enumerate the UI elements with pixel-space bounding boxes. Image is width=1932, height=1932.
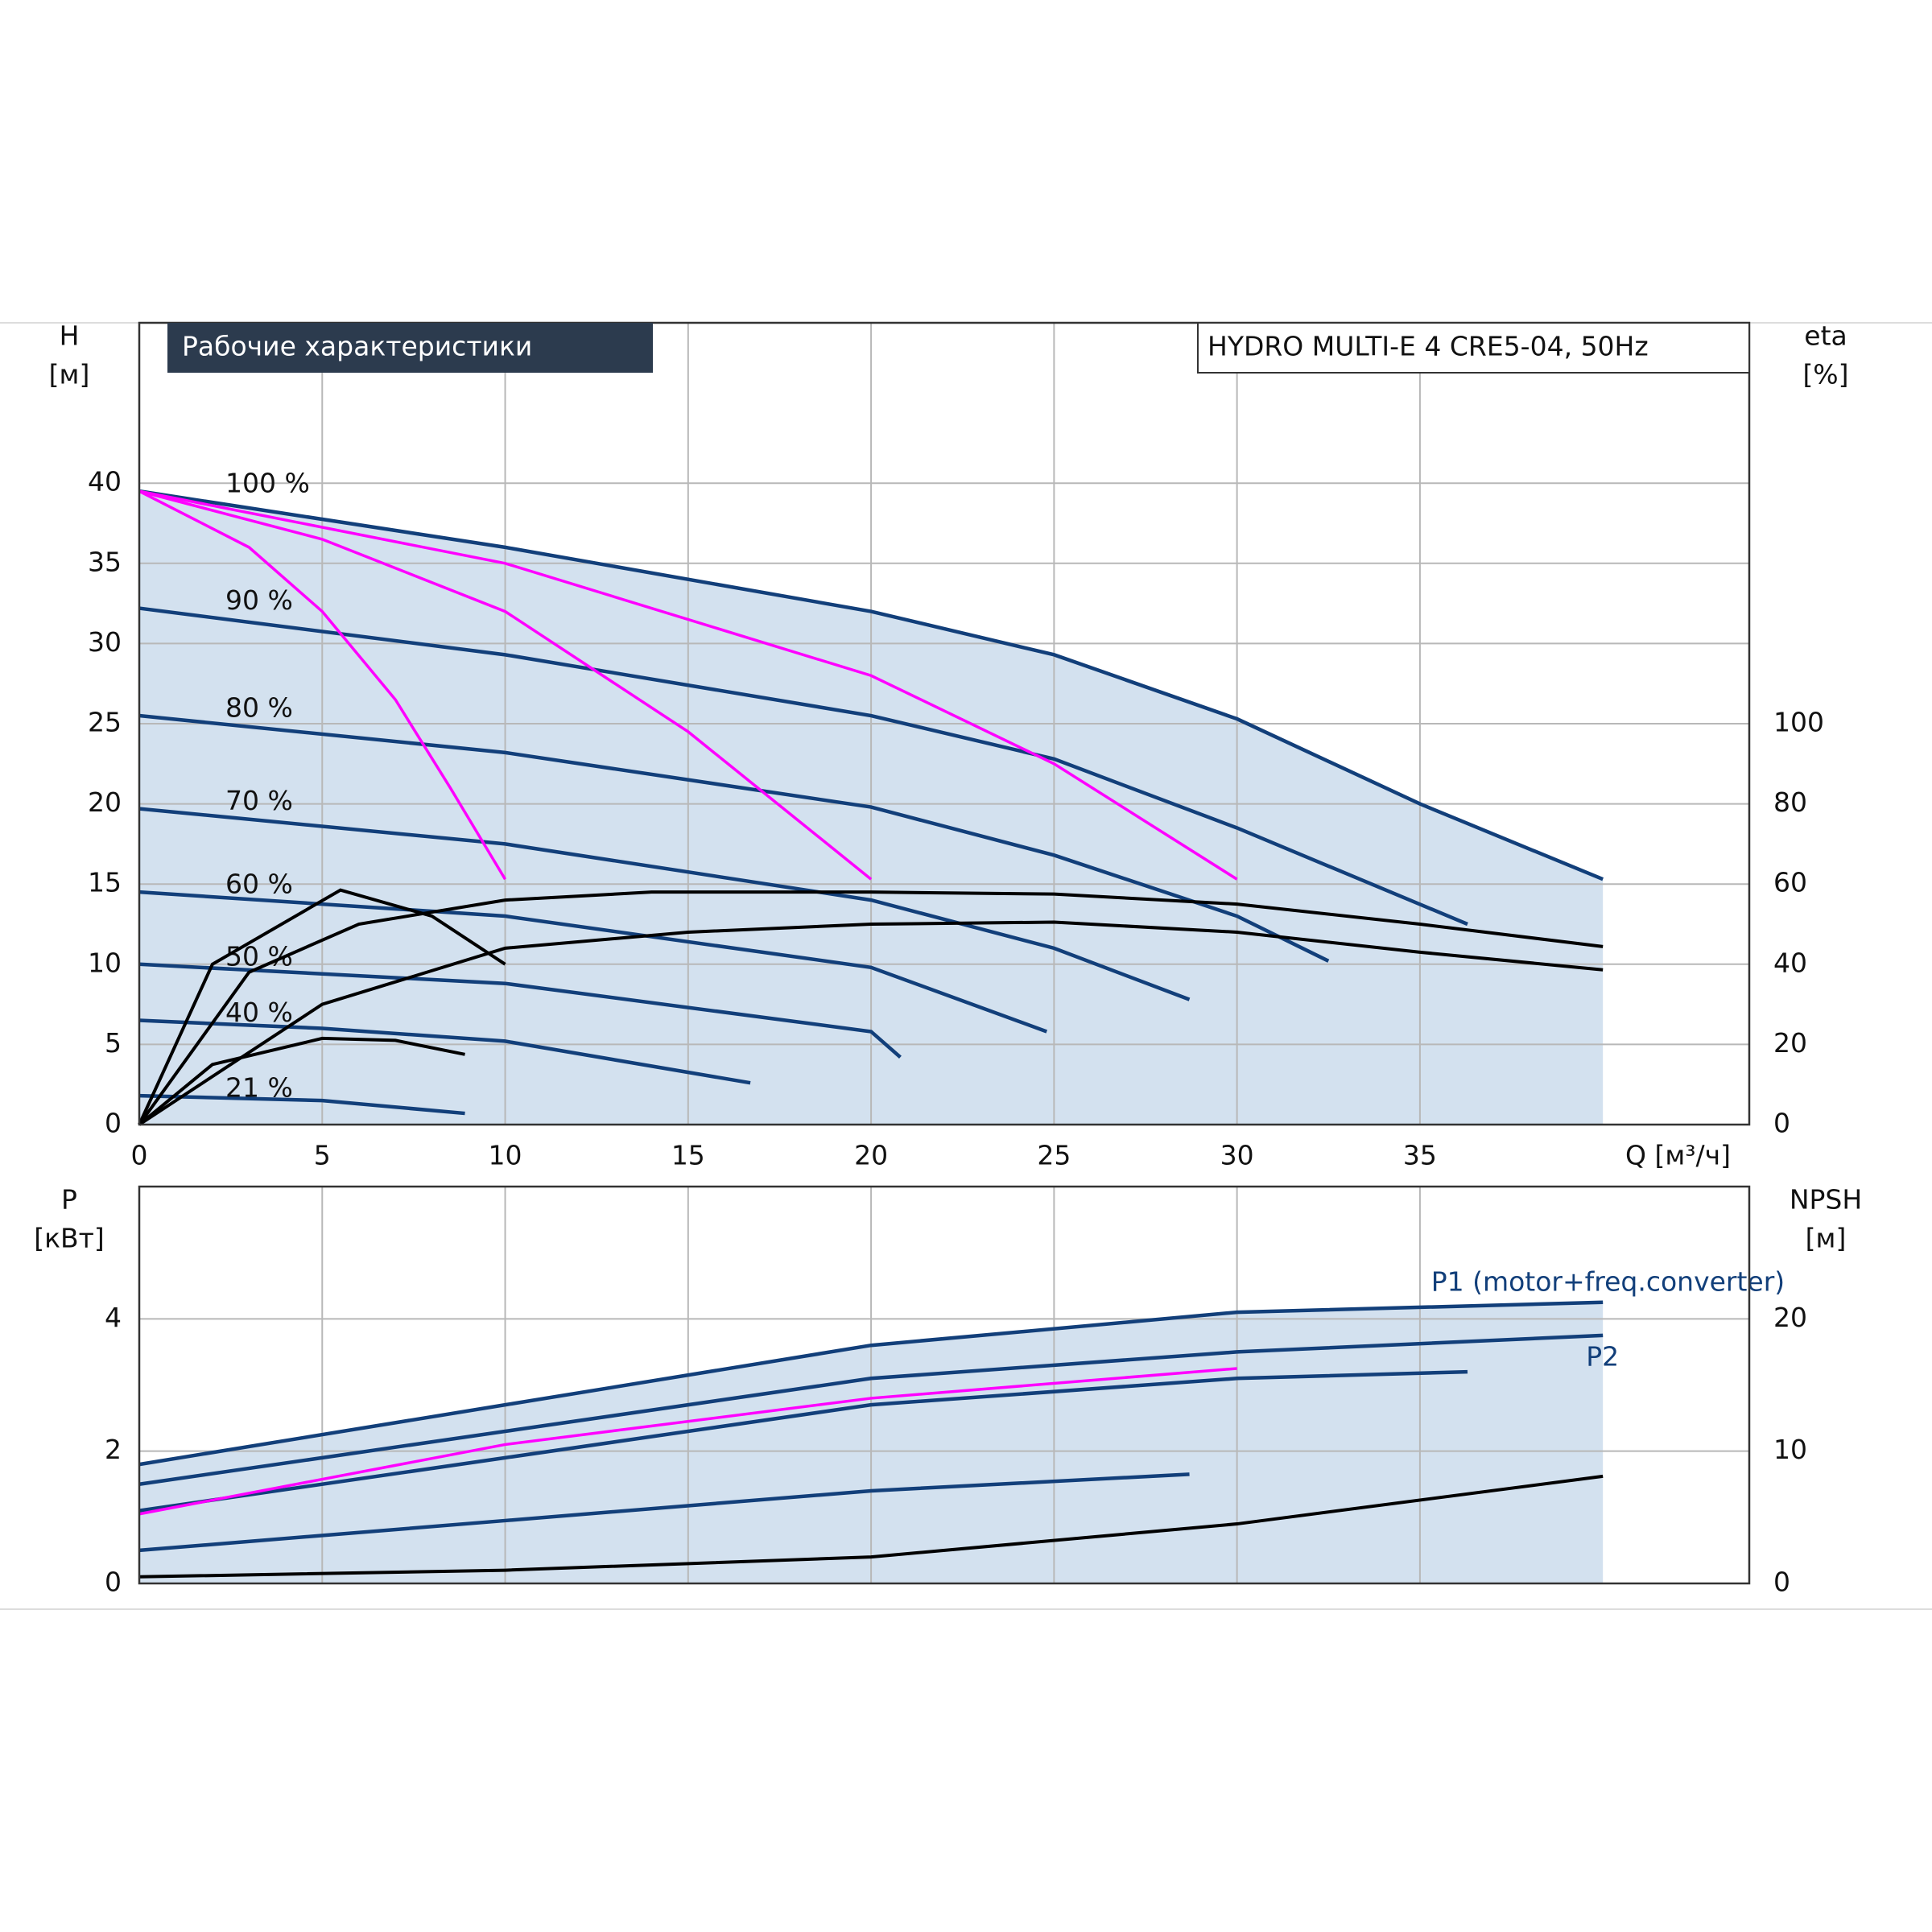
- plot-frame: [138, 321, 1751, 1126]
- series-line: [138, 890, 1048, 1034]
- series-line: [138, 1367, 1237, 1516]
- y-axis-label: P: [61, 1184, 77, 1216]
- y2-tick-label: 10: [1773, 1434, 1807, 1465]
- series-line: [138, 713, 1330, 963]
- x-tick-label: 0: [131, 1140, 148, 1171]
- series-line: [138, 1018, 751, 1085]
- y2-tick-label: 0: [1773, 1567, 1790, 1598]
- y-axis-label: H: [60, 320, 80, 352]
- x-axis-label: Q [м³/ч]: [1625, 1140, 1731, 1171]
- chart-title: Рабочие характеристики: [182, 331, 532, 362]
- y-tick-label: 15: [88, 867, 122, 898]
- y-tick-label: 25: [88, 707, 122, 738]
- y-tick-label: 40: [88, 466, 122, 497]
- x-tick-label: 30: [1220, 1140, 1254, 1171]
- series-label: P1 (motor+freq.converter): [1431, 1265, 1785, 1297]
- series-label: 60 %: [225, 869, 293, 900]
- y-tick-label: 30: [88, 626, 122, 658]
- title-box: [167, 323, 653, 373]
- series-label: 21 %: [225, 1072, 293, 1104]
- y2-tick-label: 20: [1773, 1027, 1807, 1059]
- series-line: [138, 489, 507, 881]
- x-tick-label: 5: [314, 1140, 331, 1171]
- series-line: [138, 489, 1604, 881]
- y2-tick-label: 20: [1773, 1302, 1807, 1333]
- series-label: 40 %: [225, 997, 293, 1028]
- series-label: 90 %: [225, 584, 293, 616]
- y2-tick-label: 60: [1773, 867, 1807, 898]
- series-line: [138, 1300, 1604, 1467]
- y-tick-label: 35: [88, 546, 122, 577]
- y2-tick-label: 100: [1773, 707, 1824, 738]
- x-tick-label: 20: [854, 1140, 888, 1171]
- x-tick-label: 15: [671, 1140, 705, 1171]
- series-line: [138, 888, 506, 1125]
- plot-frame: [138, 1185, 1751, 1585]
- y-tick-label: 0: [105, 1567, 122, 1598]
- series-label: 100 %: [225, 468, 310, 499]
- y2-axis-unit: [м]: [1806, 1223, 1847, 1254]
- series-line: [138, 1333, 1604, 1486]
- series-line: [138, 1472, 1190, 1553]
- series-label: 80 %: [225, 692, 293, 724]
- y2-axis-unit: [%]: [1802, 359, 1848, 390]
- chart-subtitle: HYDRO MULTI-E 4 CRE5-04, 50Hz: [1208, 331, 1649, 362]
- series-line: [138, 1474, 1604, 1579]
- x-tick-label: 25: [1037, 1140, 1071, 1171]
- y-axis-unit: [м]: [49, 359, 90, 390]
- y-tick-label: 20: [88, 786, 122, 818]
- series-line: [138, 489, 1238, 881]
- x-tick-label: 10: [489, 1140, 522, 1171]
- y2-axis-label: eta: [1804, 320, 1847, 352]
- series-line: [138, 606, 1468, 927]
- series-line: [138, 890, 1604, 1126]
- y-tick-label: 0: [105, 1108, 122, 1139]
- y2-tick-label: 80: [1773, 786, 1807, 818]
- series-line: [138, 1093, 465, 1116]
- y-tick-label: 10: [88, 947, 122, 978]
- series-line: [138, 1369, 1468, 1513]
- y2-tick-label: 0: [1773, 1108, 1790, 1139]
- series-label: 70 %: [225, 785, 293, 816]
- series-line: [138, 962, 902, 1059]
- x-tick-label: 35: [1403, 1140, 1437, 1171]
- y2-axis-label: NPSH: [1790, 1184, 1862, 1216]
- series-line: [138, 1036, 465, 1126]
- y-axis-unit: [кВт]: [34, 1223, 105, 1254]
- y2-tick-label: 40: [1773, 947, 1807, 978]
- y-tick-label: 4: [105, 1302, 122, 1333]
- series-line: [138, 920, 1604, 1126]
- series-line: [138, 807, 1191, 1001]
- subtitle-box: [1197, 322, 1750, 374]
- series-line: [138, 489, 873, 881]
- y-tick-label: 2: [105, 1434, 122, 1465]
- series-label: P2: [1586, 1340, 1619, 1372]
- y-tick-label: 5: [105, 1027, 122, 1059]
